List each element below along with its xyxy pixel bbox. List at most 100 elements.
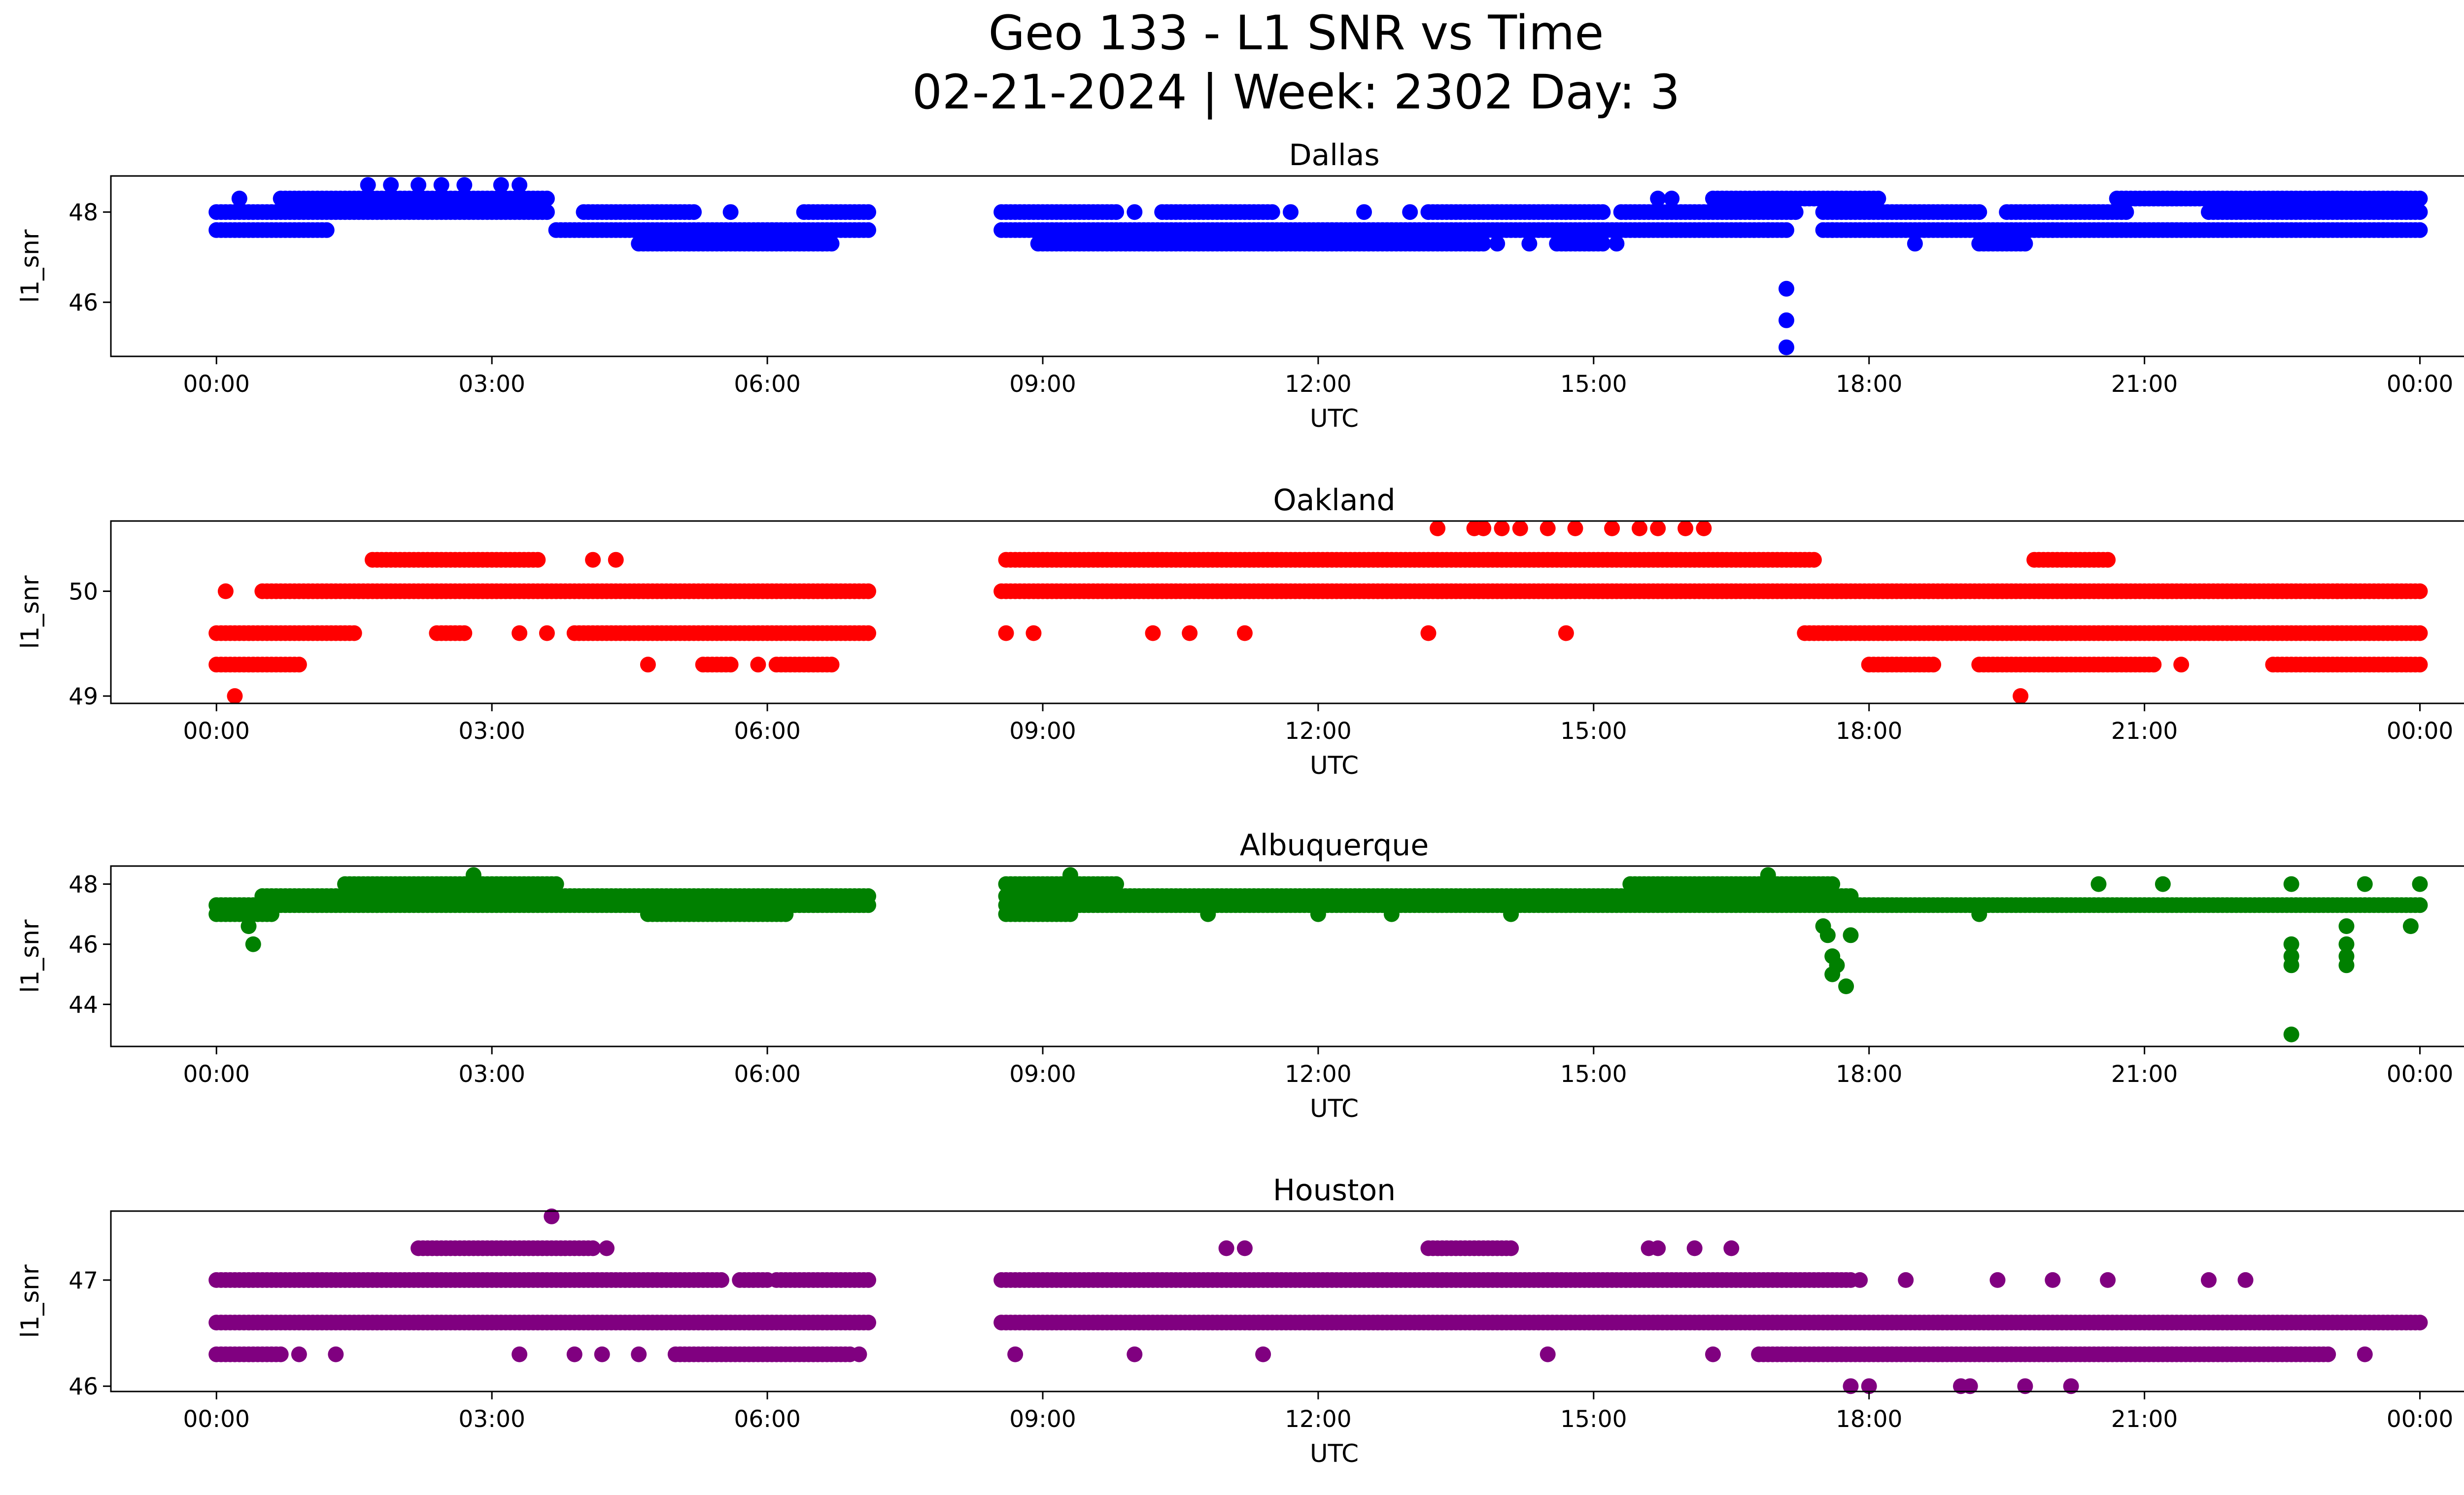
data-point [1503,906,1519,922]
data-point [1989,1272,2006,1288]
data-point [1898,1272,1914,1288]
axes-frame [110,865,2464,1047]
data-point [318,222,335,238]
data-point [411,177,427,193]
subplot-title: Albuquerque [1240,828,1429,863]
data-point [1430,520,1446,536]
y-tick-label: 48 [68,871,98,899]
x-tick-label: 15:00 [1560,1406,1627,1433]
data-point [860,625,876,641]
data-point [1236,1240,1253,1256]
data-point [2237,583,2254,599]
data-point [1971,906,1987,922]
data-point [2412,876,2428,892]
data-point [291,657,307,673]
data-point [2283,957,2299,973]
data-point [217,583,234,599]
x-axis-label: UTC [1310,1094,1359,1123]
data-point [240,918,257,934]
data-point [493,177,509,193]
data-point [1861,1378,1877,1394]
data-point [2045,1272,2061,1288]
data-point [2338,957,2355,973]
data-point [231,190,247,207]
y-axis-label: l1_snr [16,1264,44,1338]
data-point [2017,236,2033,252]
x-tick-label: 06:00 [734,1061,800,1088]
data-point [1819,927,1836,943]
y-axis-label: l1_snr [16,575,44,649]
data-point [1512,520,1528,536]
x-tick-label: 09:00 [1009,1406,1076,1433]
data-point [1779,312,1794,328]
data-point [851,1346,867,1362]
data-point [1732,222,1748,238]
x-tick-label: 09:00 [1009,371,1076,398]
data-point [1108,876,1124,892]
data-point [1494,520,1510,536]
data-point [1806,552,1822,568]
data-point [328,1346,344,1362]
x-tick-label: 00:00 [183,371,250,398]
data-point [1632,520,1647,536]
data-point [1829,957,1845,973]
data-point [1567,520,1583,536]
data-point [1696,520,1712,536]
x-tick-label: 12:00 [1285,718,1351,745]
data-point [1824,222,1841,238]
x-tick-label: 18:00 [1836,718,1902,745]
x-tick-label: 12:00 [1285,1061,1351,1088]
data-point [2146,657,2162,673]
data-point [512,625,528,641]
y-tick-label: 46 [68,932,98,959]
data-point [1521,236,1538,252]
figure-title-line-2: 02-21-2024 | Week: 2302 Day: 3 [912,65,1680,120]
data-point [1264,204,1280,220]
data-point [1108,204,1124,220]
data-point [2155,876,2171,892]
data-point [2237,1272,2254,1288]
subplot-panels: Dallas 00:00 03:00 06:00 09:00 12:00 15:00 18:0… [16,138,2464,1468]
panel-albuquerque: Albuquerque 00:00 03:00 06:00 09:00 12:00 15:0… [16,828,2464,1123]
data-point [1127,204,1143,220]
data-point [631,1346,647,1362]
data-point [2118,204,2134,220]
data-point [1595,204,1611,220]
data-point [860,204,876,220]
data-point [860,1315,876,1331]
x-tick-label: 00:00 [183,1406,250,1433]
data-point [2338,936,2355,952]
data-point [1236,625,1253,641]
data-point [722,657,739,673]
data-point [539,625,555,641]
data-point [823,657,840,673]
y-tick-label: 46 [68,1373,98,1400]
data-point [1310,906,1326,922]
data-point [1843,1378,1859,1394]
axes-frame [110,1210,2464,1392]
data-point [1779,280,1794,297]
data-point [585,1240,601,1256]
x-tick-label: 12:00 [1285,371,1351,398]
data-point [2329,583,2345,599]
x-tick-label: 00:00 [183,1061,250,1088]
data-point [548,876,564,892]
x-tick-label: 00:00 [183,718,250,745]
data-point [1705,1346,1721,1362]
data-point [512,177,528,193]
x-tick-label: 03:00 [458,718,525,745]
x-tick-label: 03:00 [458,1061,525,1088]
data-point [2045,222,2061,238]
data-point [2402,918,2419,934]
data-point [1760,222,1776,238]
data-point [2357,876,2373,892]
data-point [1420,625,1437,641]
y-axis-label: l1_snr [16,919,44,993]
x-tick-label: 06:00 [734,1406,800,1433]
x-tick-label: 00:00 [2387,1061,2453,1088]
x-tick-label: 15:00 [1560,371,1627,398]
data-point [2375,222,2391,238]
data-point [1787,204,1804,220]
data-point [1356,204,1372,220]
data-point [2320,1346,2336,1362]
